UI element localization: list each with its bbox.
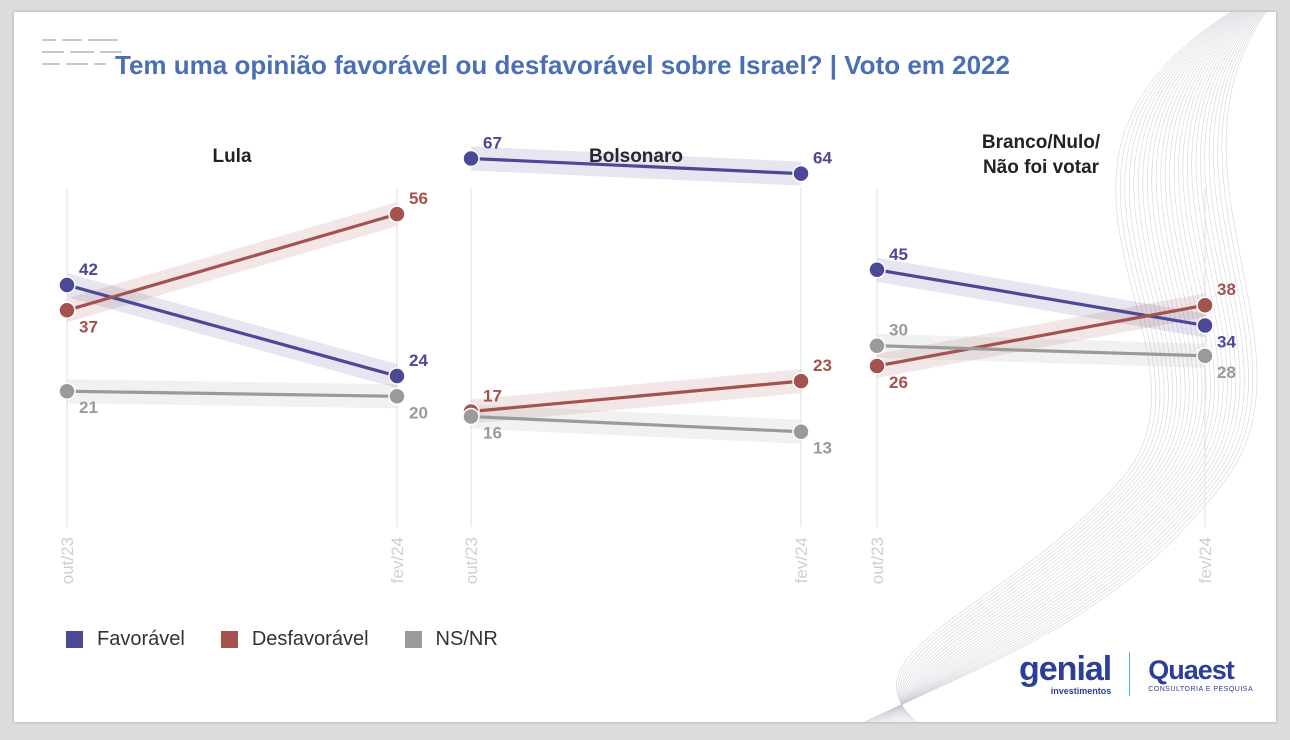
panel-title-bolsonaro: Bolsonaro [589,146,683,167]
data-point-branco-nulo-desfavoravel-0 [868,357,886,375]
data-label-branco-nulo-nsnr-0: 30 [889,321,908,340]
series-line-bolsonaro-desfavoravel [470,379,802,414]
data-point-branco-nulo-desfavoravel-1 [1196,296,1214,314]
data-point-lula-nsnr-1 [388,387,406,406]
data-point-bolsonaro-favoravel-0 [462,149,480,168]
legend-item-desfavoravel: Desfavorável [220,628,369,651]
panel-title-lula: Lula [212,146,251,167]
series-line-lula-favoravel [66,283,398,378]
data-label-bolsonaro-desfavoravel-1: 23 [813,356,832,375]
legend: Favorável Desfavorável NS/NR [66,628,498,651]
series-line-bolsonaro-nsnr [470,414,802,434]
x-tick-label-branco-nulo-0: out/23 [868,537,887,584]
data-point-bolsonaro-nsnr-0 [462,407,480,426]
series-line-branco-nulo-favoravel [876,268,1206,328]
legend-swatch-desfavoravel [220,631,238,648]
data-label-bolsonaro-nsnr-0: 16 [483,424,502,443]
data-point-lula-nsnr-0 [58,382,76,400]
corner-decoration [42,39,122,65]
data-point-bolsonaro-favoravel-1 [792,164,810,183]
legend-label-desfavoravel: Desfavorável [251,628,369,650]
legend-swatch-nsnr [404,631,422,648]
data-point-lula-desfavoravel-1 [388,205,406,223]
data-label-lula-favoravel-0: 42 [79,260,98,279]
x-tick-label-branco-nulo-1: fev/24 [1196,537,1215,583]
data-label-bolsonaro-nsnr-1: 13 [813,439,832,458]
data-label-branco-nulo-desfavoravel-1: 38 [1217,280,1236,299]
panel-title-branco-nulo: Branco/Nulo/ [982,132,1101,153]
data-point-bolsonaro-desfavoravel-1 [792,372,810,390]
series-line-branco-nulo-nsnr [876,344,1206,358]
data-point-bolsonaro-nsnr-1 [792,422,810,441]
x-tick-label-bolsonaro-0: out/23 [462,537,481,584]
data-label-branco-nulo-favoravel-0: 45 [889,245,908,264]
x-tick-label-lula-0: out/23 [58,537,77,584]
wave-decoration [863,12,1267,722]
series-line-lula-desfavoravel [66,212,398,312]
logos: genial investimentos Quaest CONSULTORIA … [1019,652,1253,696]
quaest-logo: Quaest CONSULTORIA E PESQUISA [1148,654,1254,693]
data-point-lula-favoravel-1 [388,367,406,385]
series-line-bolsonaro-favoravel [470,156,802,176]
series-line-lula-nsnr [66,389,398,398]
chart-canvas: Lula out/23 fev/24 42 37 21 24 56 20 Bolsonaro out… [58,12,1267,722]
data-label-lula-favoravel-1: 24 [409,351,428,370]
data-label-bolsonaro-favoravel-1: 64 [813,149,832,168]
data-label-lula-nsnr-0: 21 [79,398,98,417]
data-label-bolsonaro-desfavoravel-0: 17 [483,386,502,405]
series-line-branco-nulo-desfavoravel [876,303,1206,368]
slide: Tem uma opinião favorável ou desfavoráve… [14,12,1276,722]
chart-title: Tem uma opinião favorável ou desfavoráve… [115,50,1010,80]
data-point-branco-nulo-nsnr-0 [868,336,886,355]
data-point-lula-favoravel-0 [58,276,76,294]
data-point-branco-nulo-favoravel-1 [1196,316,1214,335]
data-point-branco-nulo-nsnr-1 [1196,347,1214,365]
data-point-lula-desfavoravel-0 [58,301,76,320]
data-label-bolsonaro-favoravel-0: 67 [483,133,502,152]
data-label-branco-nulo-desfavoravel-0: 26 [889,373,908,392]
data-label-lula-desfavoravel-1: 56 [409,189,428,208]
x-tick-label-bolsonaro-1: fev/24 [792,537,811,583]
legend-label-favoravel: Favorável [97,628,185,650]
logo-separator [1129,652,1131,696]
x-tick-label-lula-1: fev/24 [388,537,407,583]
legend-item-nsnr: NS/NR [404,628,498,651]
legend-item-favoravel: Favorável [66,628,185,651]
genial-logo: genial investimentos [1019,649,1112,696]
panel-title-branco-nulo: Não foi votar [983,157,1100,178]
data-point-branco-nulo-favoravel-0 [868,261,886,279]
data-label-lula-desfavoravel-0: 37 [79,317,98,336]
data-label-lula-nsnr-1: 20 [409,403,428,422]
data-label-branco-nulo-nsnr-1: 28 [1217,363,1236,382]
data-label-branco-nulo-favoravel-1: 34 [1217,332,1236,351]
legend-label-nsnr: NS/NR [435,628,498,650]
legend-swatch-favoravel [66,631,83,648]
